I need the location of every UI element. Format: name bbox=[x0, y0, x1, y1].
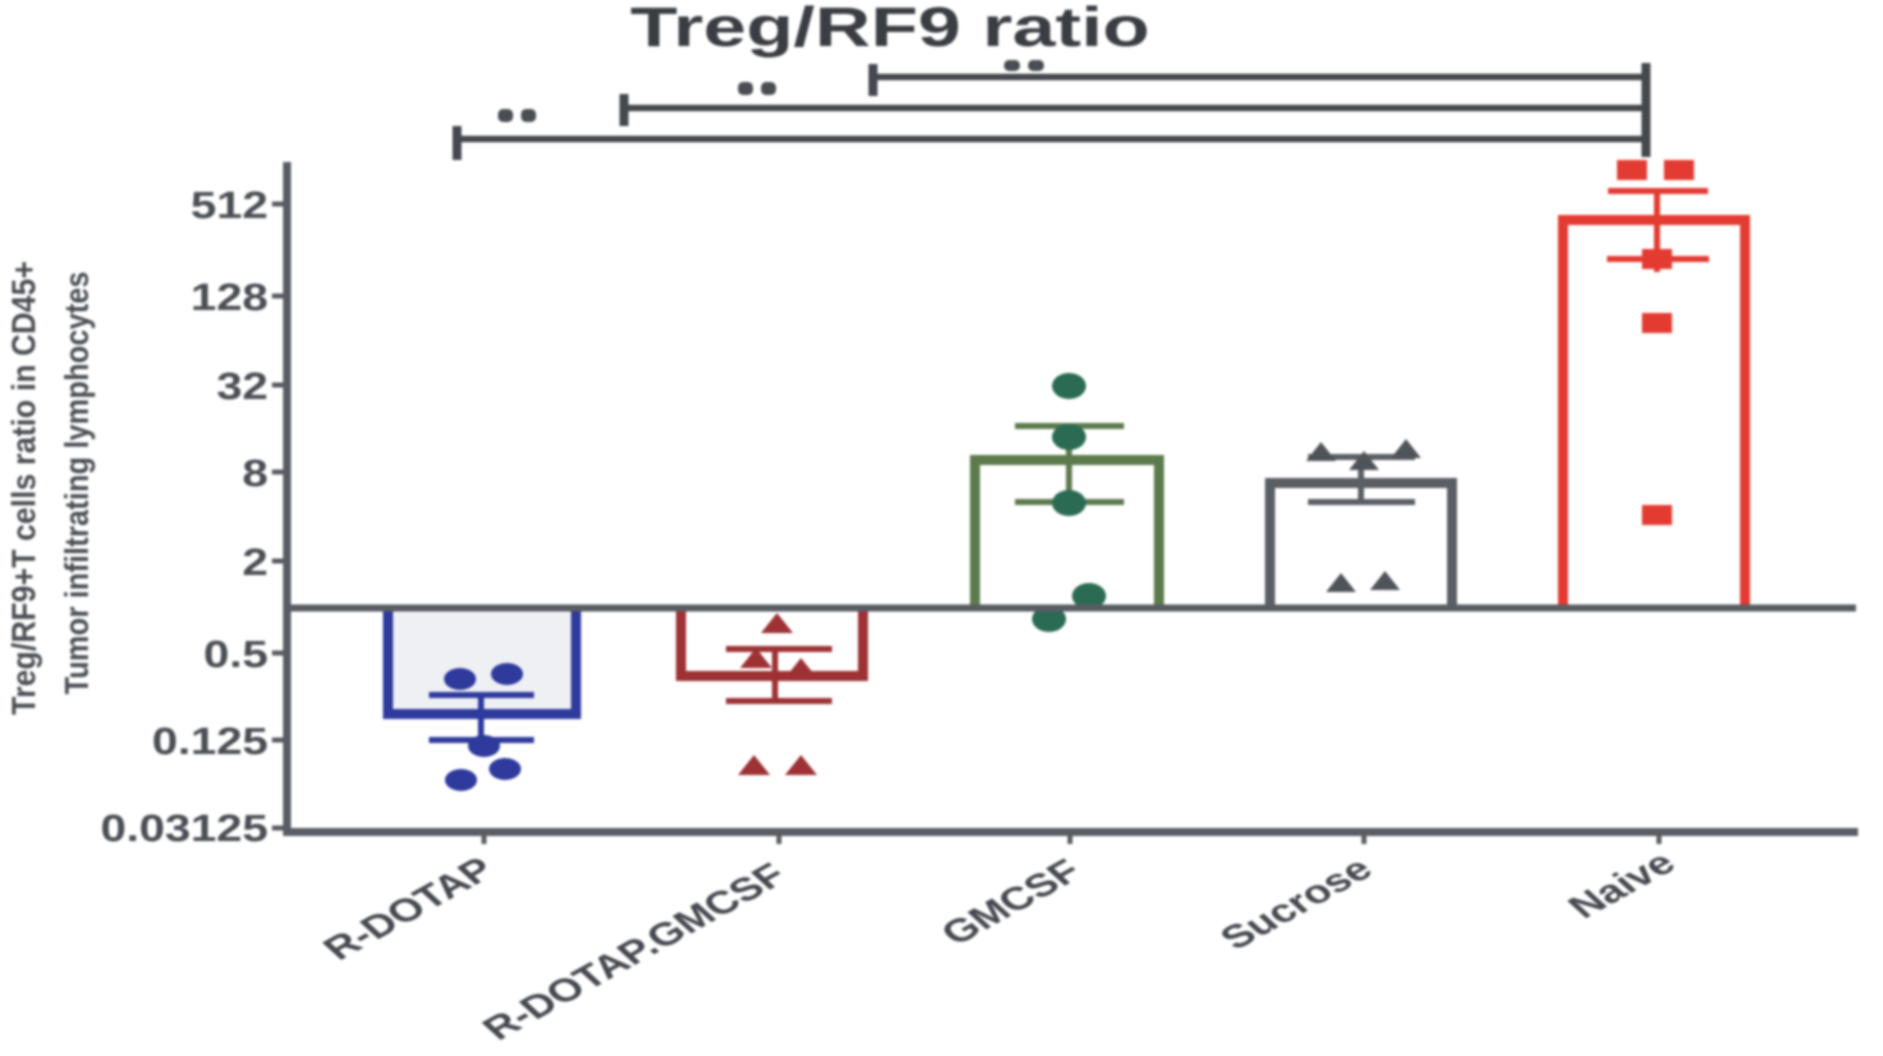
svg-text:512: 512 bbox=[191, 184, 268, 226]
svg-text:8: 8 bbox=[242, 452, 268, 494]
svg-text:2: 2 bbox=[242, 541, 268, 583]
svg-text:0.125: 0.125 bbox=[152, 720, 268, 762]
svg-text:Treg/RF9+T cells ratio in CD45: Treg/RF9+T cells ratio in CD45+ bbox=[5, 261, 43, 715]
svg-text:Treg/RF9 ratio: Treg/RF9 ratio bbox=[630, 0, 1149, 58]
svg-text:Tumor infiltrating lymphocytes: Tumor infiltrating lymphocytes bbox=[58, 272, 96, 695]
svg-text:0.03125: 0.03125 bbox=[100, 807, 268, 849]
svg-text:128: 128 bbox=[191, 276, 268, 318]
svg-text:32: 32 bbox=[216, 365, 268, 407]
svg-text:0.5: 0.5 bbox=[204, 633, 268, 675]
